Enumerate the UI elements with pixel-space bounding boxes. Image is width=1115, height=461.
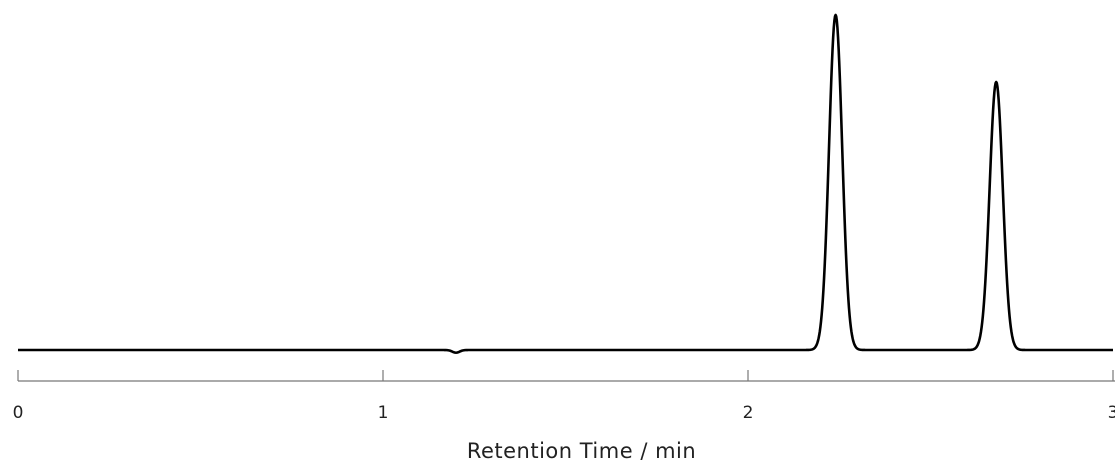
x-tick-label: 1	[378, 403, 389, 423]
x-axis-title: Retention Time / min	[467, 439, 696, 461]
chromatogram-trace	[17, 13, 1114, 354]
x-axis: 0 1 2 3	[13, 370, 1115, 423]
x-tick-label: 3	[1108, 403, 1115, 423]
x-tick-label: 0	[13, 403, 24, 423]
x-tick-label: 2	[743, 403, 754, 423]
plot-area	[17, 13, 1114, 354]
x-ticks: 0 1 2 3	[13, 370, 1115, 423]
